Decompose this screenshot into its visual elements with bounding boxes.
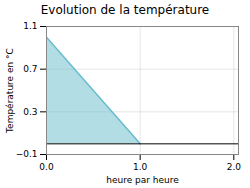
svg-text:1.0: 1.0 — [133, 162, 148, 172]
svg-text:0.0: 0.0 — [39, 162, 54, 172]
svg-text:1.1: 1.1 — [23, 21, 37, 31]
html-text:Evolution de la température: Evolution de la température — [40, 3, 210, 17]
svg-text:heure par heure: heure par heure — [106, 175, 179, 185]
svg-text:0.3: 0.3 — [23, 107, 37, 117]
svg-text:−0.1: −0.1 — [16, 149, 38, 159]
svg-text:Température en °C: Température en °C — [5, 48, 15, 134]
svg-text:0.7: 0.7 — [23, 64, 37, 74]
svg-text:2.0: 2.0 — [227, 162, 242, 172]
